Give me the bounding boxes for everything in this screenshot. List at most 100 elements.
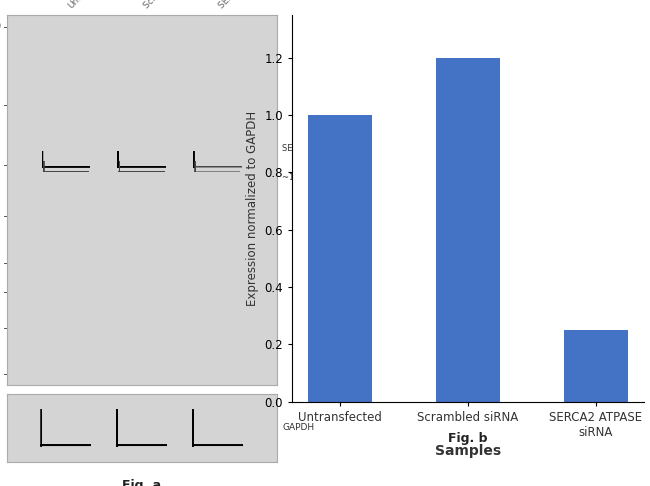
Bar [192, 444, 243, 445]
Bar [40, 445, 92, 446]
Bar [42, 166, 90, 167]
Bar [192, 409, 193, 447]
Bar [119, 161, 120, 172]
Bar [119, 161, 120, 172]
Bar [194, 171, 240, 172]
Bar [41, 409, 42, 447]
Bar [42, 151, 43, 168]
Bar [43, 171, 89, 172]
Bar [193, 151, 194, 168]
Bar [193, 151, 194, 168]
Bar [42, 166, 90, 167]
Bar [194, 161, 195, 172]
Bar [42, 151, 43, 168]
Bar [41, 409, 42, 447]
Bar [43, 161, 44, 172]
Bar [43, 161, 44, 172]
Bar [194, 171, 240, 172]
Bar [116, 409, 118, 447]
Bar [42, 151, 44, 168]
Bar [43, 161, 44, 172]
Bar [43, 161, 44, 172]
Bar [192, 409, 193, 447]
Bar [42, 151, 43, 168]
Bar [117, 167, 166, 168]
Bar [118, 161, 120, 172]
Bar [193, 151, 194, 168]
Bar [193, 166, 242, 167]
Bar [117, 409, 118, 447]
Bar [116, 444, 167, 446]
Bar [42, 151, 43, 168]
Bar [116, 409, 117, 447]
Bar [194, 161, 195, 172]
Bar [42, 167, 90, 168]
Bar [116, 409, 118, 447]
Bar [194, 151, 195, 168]
Bar [194, 171, 240, 172]
Bar [192, 444, 243, 446]
Bar [42, 151, 44, 168]
Bar [116, 409, 117, 447]
Bar [117, 167, 166, 168]
Bar [117, 167, 166, 168]
Bar [118, 171, 164, 172]
Bar [192, 409, 193, 447]
Bar [119, 161, 120, 172]
Bar [118, 171, 164, 172]
Bar [44, 161, 45, 172]
Bar [192, 445, 243, 447]
Bar [42, 167, 90, 168]
Bar [42, 167, 90, 168]
Bar [195, 161, 196, 172]
Bar [42, 151, 43, 168]
Bar [116, 445, 167, 446]
Bar [117, 409, 118, 447]
Bar [192, 445, 243, 446]
Bar [192, 444, 243, 446]
Bar [192, 445, 243, 446]
Bar [192, 445, 243, 446]
Bar [42, 151, 43, 168]
Bar [119, 161, 120, 172]
Bar [41, 409, 42, 447]
Bar [192, 409, 194, 447]
Bar [41, 409, 42, 447]
Bar [193, 151, 194, 168]
Bar [192, 444, 243, 446]
Bar [195, 161, 196, 172]
Bar [192, 445, 243, 446]
Bar [194, 171, 240, 172]
Bar [116, 445, 167, 446]
Bar [194, 171, 240, 172]
Bar [43, 161, 44, 172]
Bar [116, 409, 118, 447]
Bar [195, 161, 196, 172]
Bar [117, 167, 166, 168]
Bar [40, 409, 42, 447]
Bar [116, 409, 118, 447]
Bar [42, 151, 43, 168]
Bar [42, 151, 44, 168]
Bar [41, 409, 42, 447]
Bar [116, 444, 167, 446]
Bar [118, 151, 119, 168]
Bar [117, 166, 166, 167]
Bar [192, 409, 193, 447]
Bar [117, 409, 118, 447]
Bar [42, 167, 90, 168]
Bar [116, 409, 118, 447]
Text: GAPDH: GAPDH [282, 423, 314, 433]
Bar [40, 444, 92, 446]
Bar [43, 171, 89, 172]
Bar [195, 161, 196, 172]
Bar [193, 166, 242, 167]
Bar [40, 444, 92, 446]
Bar [193, 167, 242, 168]
Bar [192, 409, 194, 447]
Bar [194, 151, 195, 168]
Bar [192, 409, 193, 447]
Bar [118, 171, 164, 172]
Bar [42, 167, 90, 168]
Bar [118, 161, 120, 172]
